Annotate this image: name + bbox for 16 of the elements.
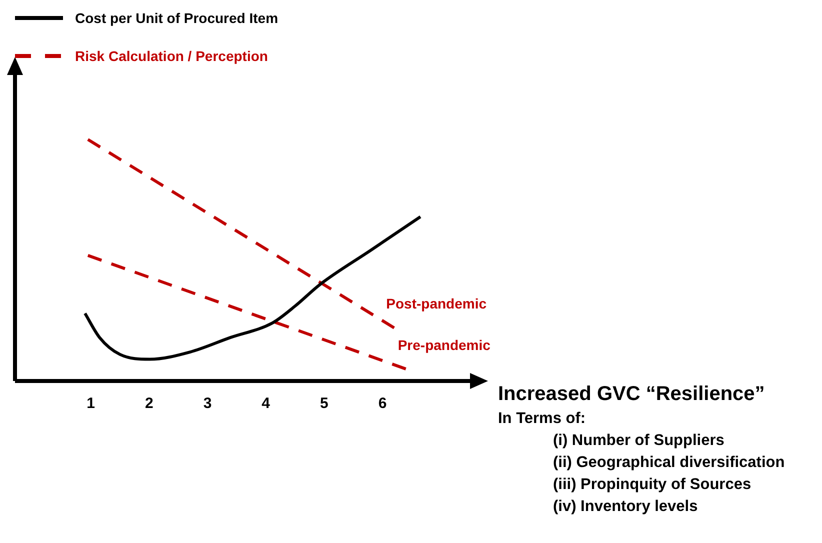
series-label: Post-pandemic [386,296,487,312]
x-tick-label: 5 [320,395,328,412]
text: Risk Calculation / Perception [75,48,268,64]
x-axis-title: Increased GVC “Resilience” [498,383,766,406]
text: (ii) Geographical diversification [553,454,785,472]
x-tick-label: 2 [144,395,154,412]
text: (iii) Propinquity of Sources [553,476,752,494]
x-tick-label: 3 [203,395,212,412]
x-tick-label: 1 [86,395,96,412]
text: (i) Number of Suppliers [553,432,726,450]
x-tick-label: 4 [262,395,271,412]
legend-label: Cost per Unit of Procured Item [75,10,278,26]
x-tick-label: 6 [378,395,387,412]
series-label: Pre-pandemic [398,336,491,353]
text: In Terms of: [498,410,587,428]
text: (iv) Inventory levels [553,498,699,516]
